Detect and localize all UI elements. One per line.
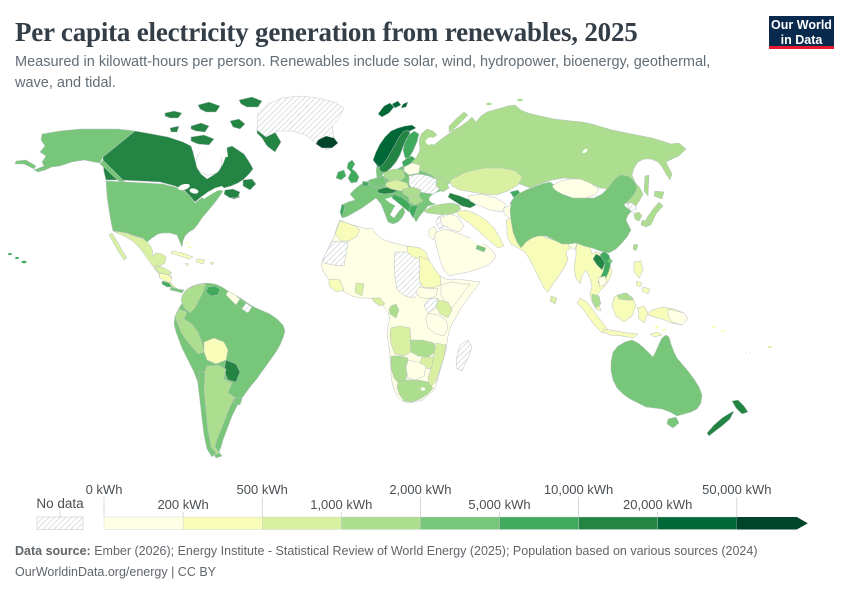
svg-text:200 kWh: 200 kWh <box>157 497 208 512</box>
svg-text:0 kWh: 0 kWh <box>86 482 123 497</box>
svg-text:5,000 kWh: 5,000 kWh <box>468 497 530 512</box>
svg-text:50,000 kWh: 50,000 kWh <box>702 482 771 497</box>
svg-text:500 kWh: 500 kWh <box>237 482 288 497</box>
svg-text:1,000 kWh: 1,000 kWh <box>310 497 372 512</box>
svg-text:No data: No data <box>36 496 84 511</box>
svg-text:10,000 kWh: 10,000 kWh <box>544 482 613 497</box>
svg-text:2,000 kWh: 2,000 kWh <box>389 482 451 497</box>
svg-text:20,000 kWh: 20,000 kWh <box>623 497 692 512</box>
